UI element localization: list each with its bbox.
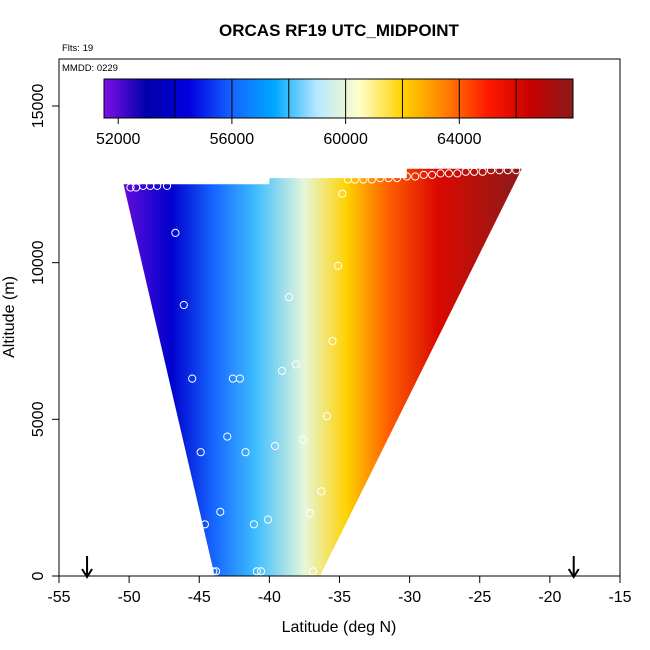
observation-point (256, 567, 266, 576)
x-tick-label: -40 (258, 589, 281, 606)
y-tick-label: 10000 (30, 240, 47, 285)
observation-point (162, 181, 172, 190)
y-axis: 0 5000 10000 15000 (30, 84, 59, 580)
colorbar-tick-label: 52000 (96, 131, 141, 148)
x-tick-label: -35 (328, 589, 351, 606)
observation-point (216, 507, 225, 516)
observation-point (322, 412, 331, 421)
observation-point (402, 172, 411, 181)
observation-point (359, 175, 368, 184)
x-tick-label: -30 (398, 589, 421, 606)
observation-point (338, 189, 347, 198)
observation-point (263, 515, 273, 524)
observation-point (478, 167, 487, 176)
observation-point (200, 520, 209, 529)
observation-point (328, 336, 337, 346)
y-tick-label: 5000 (30, 401, 47, 437)
observation-point (411, 172, 420, 181)
observation-point (284, 293, 294, 302)
observation-point (461, 167, 470, 176)
x-tick-label: -20 (538, 589, 561, 606)
x-tick-label: -55 (47, 589, 70, 606)
observation-point (179, 300, 188, 310)
colorbar-boundaries (174, 79, 517, 118)
observation-point (223, 432, 232, 441)
observation-point (419, 170, 428, 179)
observation-point (277, 366, 287, 375)
observation-point (453, 169, 462, 178)
observation-point (436, 169, 445, 178)
observation-point (350, 175, 359, 184)
observation-point (495, 166, 504, 175)
observation-point (428, 170, 437, 179)
observation-point (470, 167, 479, 176)
observation-point (126, 183, 135, 192)
observation-point (392, 174, 402, 183)
x-tick-label: -25 (468, 589, 491, 606)
observation-point (367, 175, 376, 184)
colorbar-tick-label: 56000 (210, 131, 255, 148)
colorbar-ticks: 52000 56000 60000 64000 (96, 118, 482, 148)
down-arrow-icon (567, 556, 580, 579)
observation-point (212, 567, 221, 576)
observation-points (126, 166, 521, 576)
observation-point (235, 374, 244, 383)
y-tick-label: 15000 (30, 84, 47, 129)
observation-point (305, 509, 315, 518)
observation-point (317, 487, 326, 496)
observation-point (384, 174, 393, 183)
chart-title: ORCAS RF19 UTC_MIDPOINT (219, 21, 460, 40)
observation-point (291, 360, 301, 369)
arrow-head (567, 568, 580, 579)
observation-point (153, 181, 162, 190)
observation-point (503, 166, 512, 175)
date-label: MMDD: 0229 (62, 63, 118, 74)
observation-point (486, 166, 496, 175)
colorbar-tick-label: 64000 (437, 131, 482, 148)
observation-point (334, 261, 343, 270)
x-tick-label: -15 (608, 589, 631, 606)
observation-point (188, 374, 197, 383)
flights-label: Flts: 19 (62, 43, 93, 54)
observation-point (252, 567, 261, 576)
y-axis-label: Altitude (m) (1, 276, 18, 358)
observation-point (171, 228, 180, 237)
x-tick-label: -45 (188, 589, 211, 606)
x-axis: -55 -50 -45 -40 -35 -30 -25 -20 -15 (47, 576, 632, 606)
observation-point (444, 169, 453, 178)
observation-point (270, 441, 280, 451)
x-tick-label: -50 (118, 589, 141, 606)
down-arrow-icon (81, 556, 93, 579)
observation-point (298, 435, 308, 444)
observation-point (209, 567, 218, 576)
colorbar-bar (103, 78, 574, 119)
observation-point (241, 448, 250, 457)
observation-point (249, 520, 258, 529)
heatmap-field (123, 168, 522, 576)
x-axis-label: Latitude (deg N) (282, 619, 397, 636)
y-tick-label: 0 (30, 571, 47, 580)
arrow-head (81, 568, 93, 579)
observation-point (308, 567, 317, 576)
arrow-markers (81, 556, 580, 579)
observation-point (512, 166, 521, 175)
field-area (123, 168, 522, 576)
observation-point (376, 174, 385, 183)
colorbar: 52000 56000 60000 64000 (96, 78, 574, 148)
colorbar-tick-label: 60000 (323, 131, 368, 148)
observation-point (196, 448, 205, 457)
